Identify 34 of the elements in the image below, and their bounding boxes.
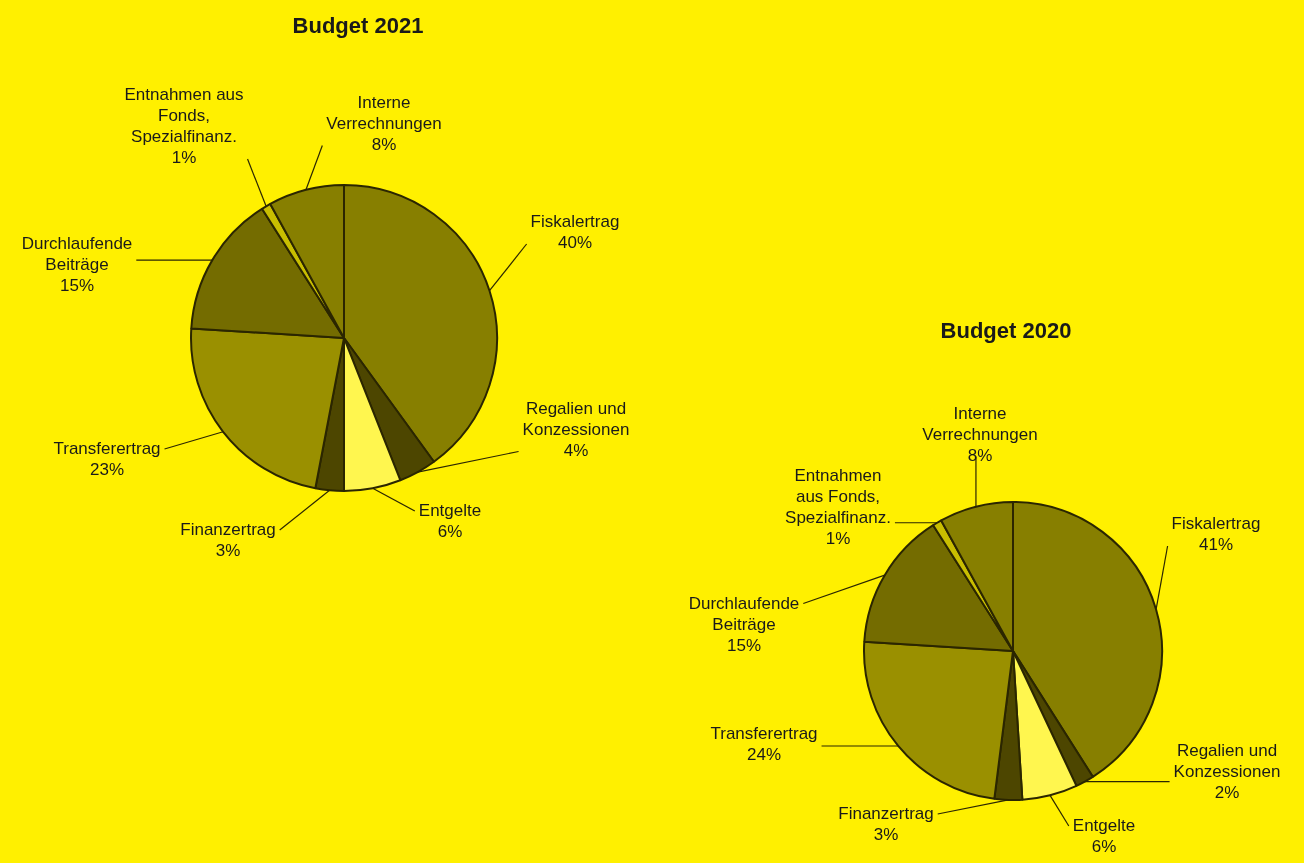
data-label: 3%	[215, 541, 241, 561]
slice-label: Entnahmen aus Fonds, Spezialfinanz.	[124, 85, 244, 147]
data-label: 8%	[371, 134, 397, 154]
data-label: 4%	[563, 440, 589, 460]
data-label: 24%	[746, 745, 782, 765]
slice-label: Entgelte	[1072, 816, 1136, 836]
data-label: 23%	[89, 460, 125, 480]
data-label: 3%	[873, 825, 899, 845]
slice-label: Regalien und Konzessionen	[522, 398, 630, 439]
slice-label: Interne Verrechnungen	[922, 403, 1038, 444]
slice-label: Finanzertrag	[180, 520, 276, 540]
slice-label: Regalien und Konzessionen	[1173, 740, 1281, 781]
slice-label: Durchlaufende Beiträge	[21, 233, 133, 274]
chart-title: Budget 2020	[940, 318, 1072, 344]
data-label: 41%	[1198, 535, 1234, 555]
slice-label: Entgelte	[418, 501, 482, 521]
slice-label: Fiskalertrag	[530, 212, 620, 232]
data-label: 2%	[1214, 782, 1240, 802]
slice-label: Transferertrag	[710, 724, 818, 744]
slice-label: Interne Verrechnungen	[326, 92, 442, 133]
slice-label: Transferertrag	[53, 439, 161, 459]
data-label: 1%	[825, 529, 851, 549]
data-label: 15%	[59, 275, 95, 295]
data-label: 15%	[726, 635, 762, 655]
data-label: 1%	[171, 148, 197, 168]
slice-label: Durchlaufende Beiträge	[688, 593, 800, 634]
data-label: 8%	[967, 445, 993, 465]
slice-label: Entnahmen aus Fonds, Spezialfinanz.	[785, 466, 891, 528]
slice-label: Fiskalertrag	[1171, 514, 1261, 534]
slice-label: Finanzertrag	[838, 804, 934, 824]
data-label: 6%	[1091, 837, 1117, 857]
chart-title: Budget 2021	[292, 13, 424, 39]
data-label: 40%	[557, 233, 593, 253]
data-label: 6%	[437, 522, 463, 542]
